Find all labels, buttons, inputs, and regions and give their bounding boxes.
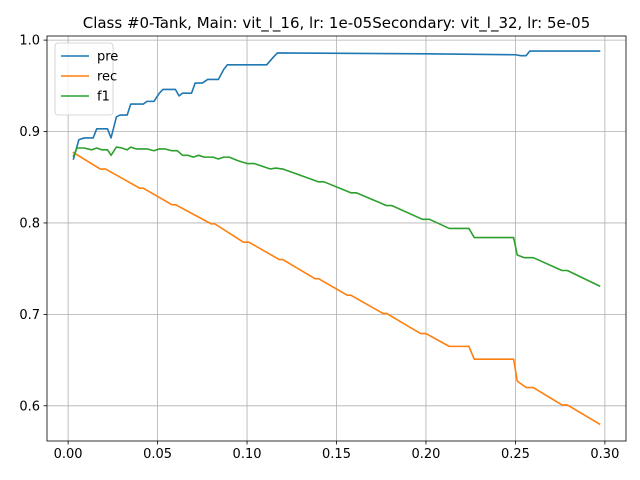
x-tick-label: 0.30	[590, 447, 619, 462]
x-tick-label: 0.20	[411, 447, 440, 462]
y-tick-label: 1.0	[19, 34, 40, 49]
series-lines	[72, 50, 601, 426]
grid	[47, 36, 626, 441]
y-tick-label: 0.9	[19, 125, 40, 140]
legend-label-pre: pre	[97, 50, 118, 65]
y-tick-label: 0.6	[19, 399, 40, 414]
x-tick-label: 0.10	[233, 447, 262, 462]
x-tick-label: 0.00	[54, 447, 83, 462]
series-line-f1	[72, 146, 601, 288]
y-tick-label: 0.7	[19, 308, 40, 323]
x-tick-label: 0.05	[143, 447, 172, 462]
legend: pre rec f1	[54, 42, 118, 116]
legend-label-f1: f1	[97, 90, 110, 105]
y-tick-label: 0.8	[19, 216, 40, 231]
legend-box	[54, 42, 114, 116]
x-tick-label: 0.15	[322, 447, 351, 462]
series-line-pre	[72, 50, 601, 160]
axis-ticks: 0.00 0.05 0.10 0.15 0.20 0.25 0.30 0.6 0.7 0.8 0.9…	[19, 34, 619, 462]
legend-label-rec: rec	[97, 70, 117, 85]
series-line-rec	[72, 151, 601, 426]
chart-title: Class #0-Tank, Main: vit_l_16, lr: 1e-05…	[83, 14, 591, 33]
x-tick-label: 0.25	[501, 447, 530, 462]
